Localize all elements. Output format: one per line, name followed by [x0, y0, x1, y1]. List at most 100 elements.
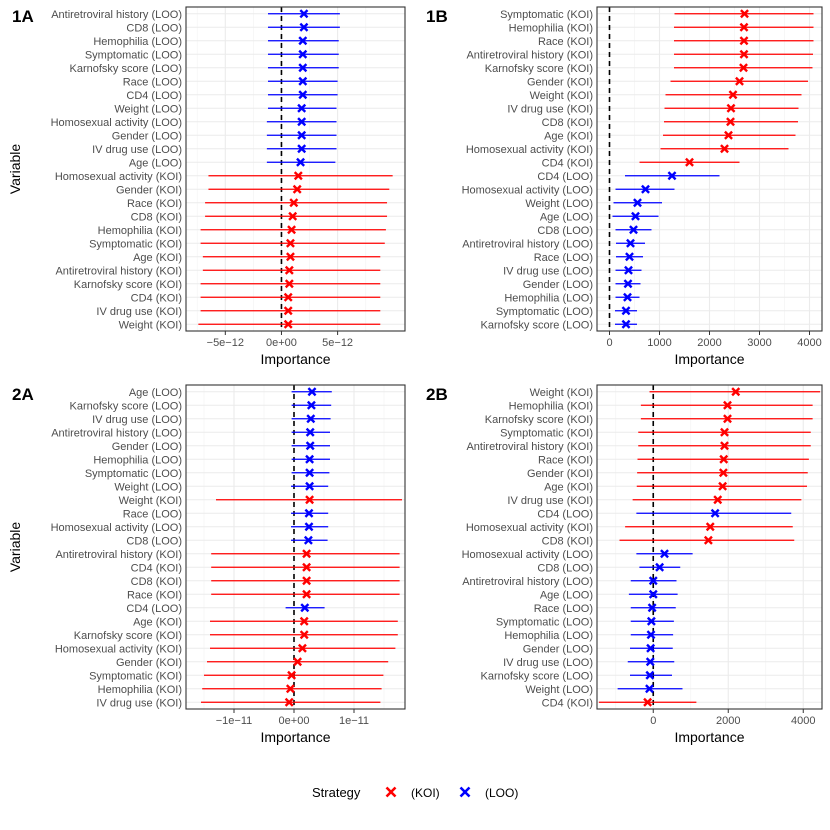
variable-tick-label: Gender (LOO): [523, 279, 593, 291]
estimate-x-marker: [703, 535, 713, 545]
marker-stroke: [305, 454, 315, 464]
estimate-x-marker: [304, 522, 314, 532]
marker-stroke: [285, 684, 295, 694]
estimate-x-marker: [305, 495, 315, 505]
estimate-x-marker: [297, 103, 307, 113]
marker-stroke: [297, 103, 307, 113]
estimate-x-marker: [645, 670, 655, 680]
marker-stroke: [667, 171, 677, 181]
variable-tick-label: Antiretroviral history (KOI): [55, 265, 182, 277]
estimate-x-marker: [685, 157, 694, 167]
marker-stroke: [297, 130, 307, 140]
variable-tick-label: IV drug use (LOO): [92, 144, 182, 156]
estimate-x-marker: [297, 117, 307, 127]
estimate-x-marker: [724, 130, 733, 140]
variable-tick-label: Weight (KOI): [530, 90, 593, 102]
estimate-x-marker: [303, 535, 313, 545]
estimate-x-marker: [298, 36, 308, 46]
legend-key-loo: [459, 786, 471, 798]
variable-tick-label: Age (KOI): [544, 130, 593, 142]
marker-stroke: [297, 117, 307, 127]
variable-tick-label: Homosexual activity (LOO): [462, 549, 593, 561]
variable-tick-label: Weight (KOI): [119, 319, 182, 331]
variable-tick-label: CD8 (KOI): [542, 535, 593, 547]
x-tick-label: 1e−11: [339, 715, 369, 727]
marker-stroke: [284, 279, 294, 289]
x-tick-label: −1e−11: [216, 715, 253, 727]
y-axis-title: Variable: [7, 144, 23, 195]
marker-stroke: [302, 562, 312, 572]
estimate-x-marker: [283, 319, 293, 329]
marker-stroke: [720, 427, 729, 437]
x-tick-label: 0e+00: [266, 337, 297, 349]
variable-tick-label: Karnofsky score (LOO): [70, 400, 182, 412]
estimate-x-marker: [621, 306, 631, 316]
variable-tick-label: Age (KOI): [544, 481, 593, 493]
marker-stroke: [713, 495, 723, 505]
variable-tick-label: CD8 (LOO): [126, 535, 182, 547]
variable-tick-label: Antiretroviral history (KOI): [466, 49, 593, 61]
variable-tick-label: IV drug use (LOO): [503, 657, 593, 669]
variable-tick-label: CD8 (KOI): [542, 117, 593, 129]
variable-tick-label: Antiretroviral history (KOI): [55, 549, 182, 561]
marker-stroke: [705, 522, 715, 532]
marker-stroke: [718, 468, 728, 478]
panels-layer: Antiretroviral history (LOO)CD8 (LOO)Hem…: [7, 6, 823, 745]
estimate-x-marker: [718, 468, 728, 478]
legend-marker-stroke: [459, 786, 471, 798]
marker-stroke: [302, 576, 312, 586]
panel-tag: 2A: [12, 385, 34, 404]
marker-stroke: [631, 211, 640, 221]
estimate-x-marker: [720, 441, 729, 451]
variable-tick-label: CD8 (LOO): [126, 22, 182, 34]
marker-stroke: [298, 90, 308, 100]
estimate-x-marker: [731, 387, 741, 397]
variable-tick-label: Gender (LOO): [112, 441, 182, 453]
variable-tick-label: Symptomatic (LOO): [85, 468, 182, 480]
marker-stroke: [305, 427, 315, 437]
variable-tick-label: Gender (LOO): [523, 643, 593, 655]
estimate-x-marker: [626, 238, 635, 248]
marker-stroke: [645, 657, 655, 667]
panel-1b: Symptomatic (KOI)Hemophilia (KOI) Race (K…: [426, 6, 823, 367]
legend-key-koi: [385, 786, 397, 798]
estimate-x-marker: [720, 427, 729, 437]
marker-stroke: [293, 657, 303, 667]
estimate-x-marker: [299, 616, 309, 626]
marker-stroke: [731, 387, 741, 397]
y-axis-title: Variable: [7, 522, 23, 573]
estimate-x-marker: [300, 603, 310, 613]
variable-tick-label: CD4 (KOI): [542, 697, 593, 709]
estimate-x-marker: [302, 589, 312, 599]
marker-stroke: [739, 22, 749, 32]
variable-tick-label: CD4 (KOI): [542, 157, 593, 169]
estimate-x-marker: [305, 427, 315, 437]
marker-stroke: [646, 616, 656, 626]
variable-tick-label: Karnofsky score (KOI): [74, 279, 182, 291]
marker-stroke: [643, 697, 653, 707]
x-tick-label: 4000: [791, 715, 815, 727]
marker-stroke: [305, 481, 315, 491]
variable-tick-label: IV drug use (KOI): [507, 495, 593, 507]
variable-tick-label: Karnofsky score (KOI): [485, 63, 593, 75]
marker-stroke: [299, 22, 309, 32]
marker-stroke: [718, 481, 728, 491]
variable-tick-label: Hemophilia (KOI): [98, 225, 182, 237]
marker-stroke: [624, 265, 633, 275]
variable-tick-label: Race (KOI): [538, 454, 593, 466]
estimate-x-marker: [647, 603, 657, 613]
variable-tick-label: CD4 (KOI): [131, 292, 182, 304]
variable-tick-label: Weight (LOO): [114, 103, 182, 115]
variable-tick-label: Karnofsky score (LOO): [481, 319, 593, 331]
marker-stroke: [299, 9, 309, 19]
variable-tick-label: Gender (KOI): [527, 468, 593, 480]
variable-tick-label: IV drug use (LOO): [92, 414, 182, 426]
variable-tick-label: Race (LOO): [123, 76, 182, 88]
panel-1a: Antiretroviral history (LOO)CD8 (LOO) Hem…: [7, 6, 406, 367]
estimate-x-marker: [283, 292, 293, 302]
variable-tick-label: CD8 (KOI): [131, 576, 182, 588]
estimate-x-marker: [631, 211, 640, 221]
marker-stroke: [703, 535, 713, 545]
estimate-x-marker: [621, 319, 631, 329]
marker-stroke: [710, 508, 720, 518]
